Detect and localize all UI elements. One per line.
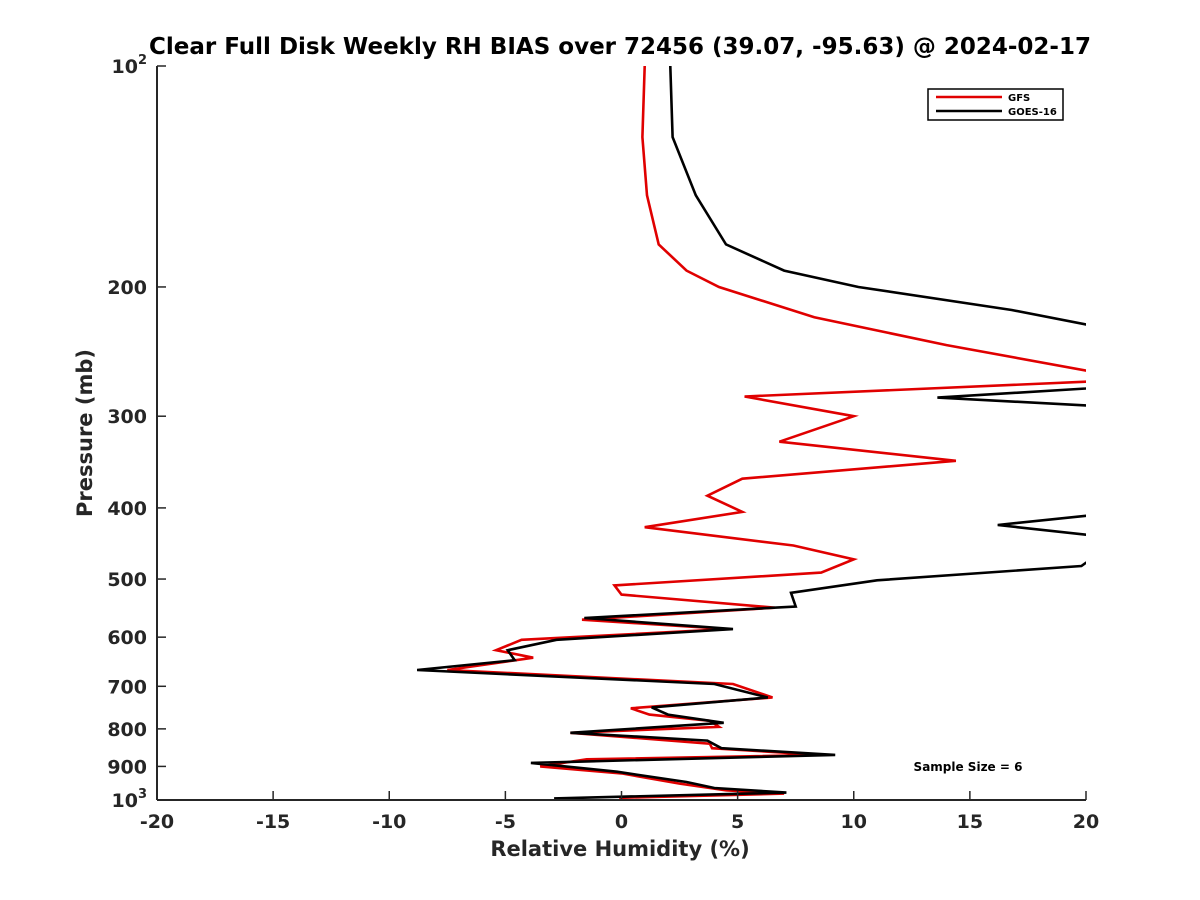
x-tick-label: -15 [256, 811, 290, 833]
y-tick-label: 700 [107, 676, 147, 698]
x-tick-label: 10 [841, 811, 867, 833]
legend-label-gfs: GFS [1008, 93, 1030, 104]
y-tick-label: 600 [107, 627, 147, 649]
y-tick-label: 200 [107, 277, 147, 299]
sample-size-annotation: Sample Size = 6 [914, 760, 1023, 774]
y-tick-label: 102 [112, 53, 148, 78]
x-tick-label: 20 [1073, 811, 1099, 833]
x-tick-label: 0 [615, 811, 628, 833]
y-tick-label: 300 [107, 406, 147, 428]
y-tick-label: 103 [112, 787, 148, 812]
series-line-goes16 [416, 66, 1086, 800]
x-axis-label: Relative Humidity (%) [490, 837, 749, 861]
legend-label-goes16: GOES-16 [1008, 107, 1057, 118]
y-tick-label: 400 [107, 498, 147, 520]
y-tick-label: 800 [107, 719, 147, 741]
legend: GFS GOES-16 [927, 88, 1064, 121]
legend-box [927, 88, 1064, 121]
x-tick-label: -5 [495, 811, 516, 833]
y-tick-label: 900 [107, 756, 147, 778]
x-tick-label: -20 [140, 811, 174, 833]
y-axis-label: Pressure (mb) [73, 349, 97, 517]
series-group [416, 66, 1086, 800]
x-tick-label: -10 [372, 811, 406, 833]
x-tick-label: 5 [731, 811, 744, 833]
y-tick-label: 500 [107, 569, 147, 591]
y-axis: 102 200 300 400 500 600 700 800 900 103 [107, 53, 166, 812]
x-tick-label: 15 [957, 811, 983, 833]
x-axis: -20 -15 -10 -5 0 5 10 15 20 [140, 791, 1099, 833]
series-line-gfs [447, 66, 1086, 800]
plot-area [156, 66, 1086, 801]
chart-title: Clear Full Disk Weekly RH BIAS over 7245… [149, 34, 1091, 60]
